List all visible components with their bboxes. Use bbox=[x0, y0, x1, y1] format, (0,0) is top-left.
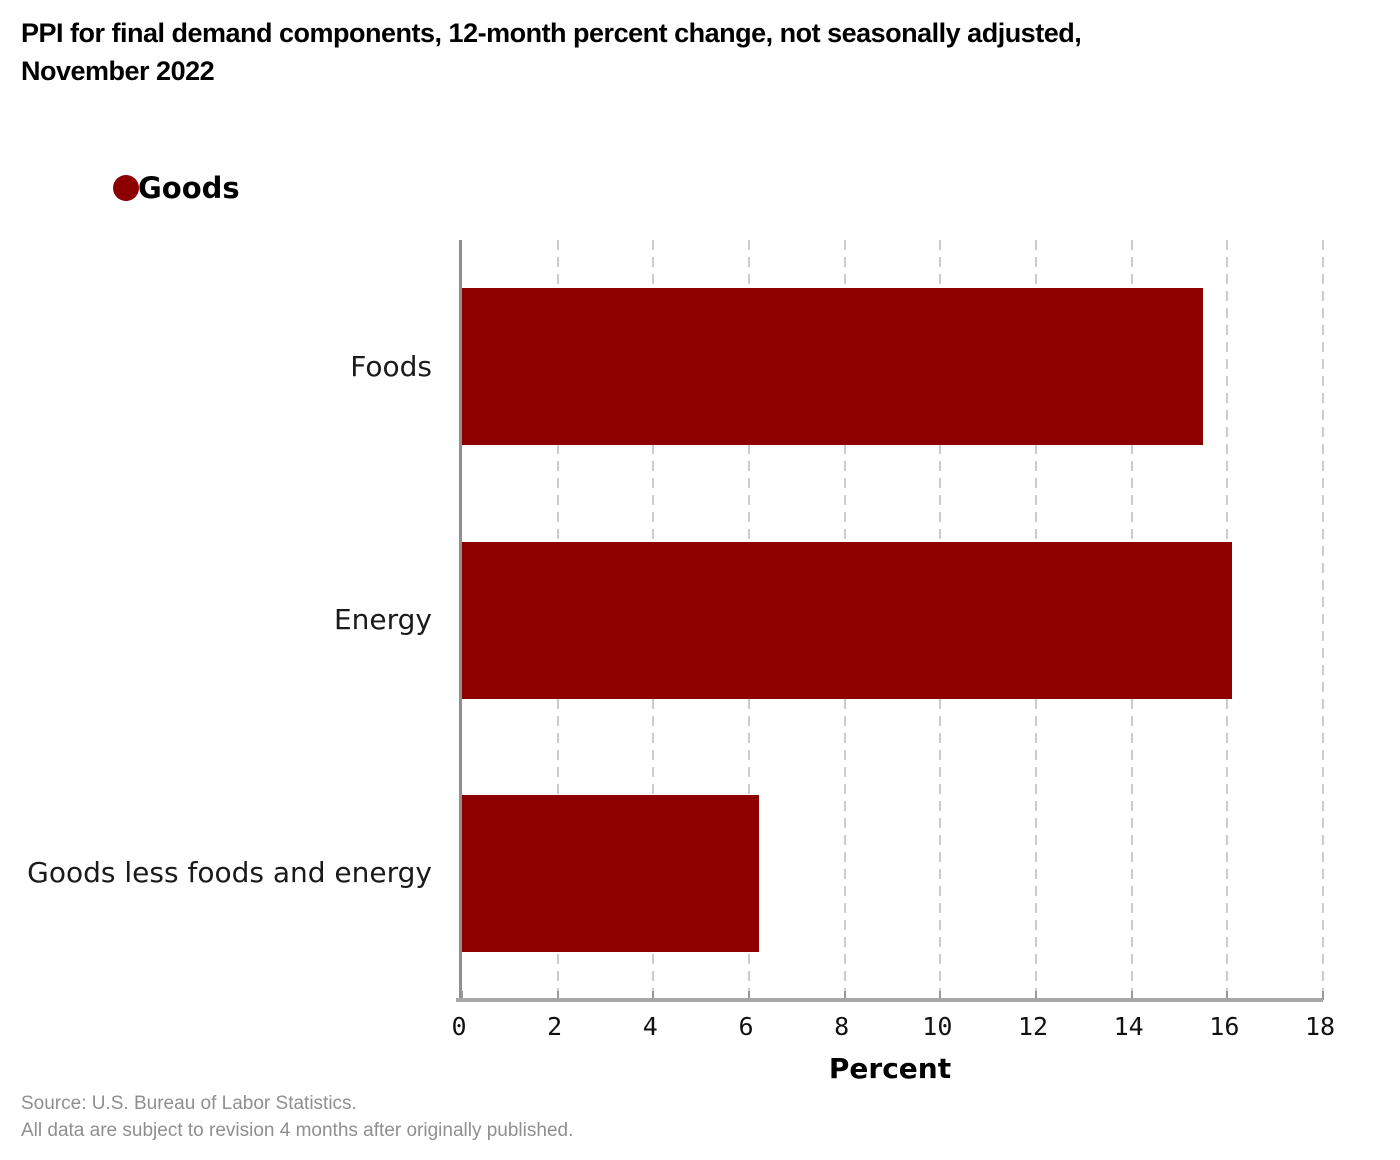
x-tick-label-0: 0 bbox=[451, 1012, 467, 1041]
x-tick-label-2: 2 bbox=[547, 1012, 563, 1041]
revision-note: All data are subject to revision 4 month… bbox=[21, 1120, 574, 1141]
axis-tick-x-8 bbox=[843, 991, 846, 1000]
x-tick-label-10: 10 bbox=[922, 1012, 953, 1041]
axis-tick-x-14 bbox=[1130, 991, 1133, 1000]
axis-tick-x-0 bbox=[461, 991, 463, 1000]
x-axis-title: Percent bbox=[828, 1052, 952, 1085]
x-tick-label-4: 4 bbox=[642, 1012, 658, 1041]
footnote: Source: U.S. Bureau of Labor Statistics.… bbox=[21, 1090, 573, 1144]
category-label-goods-less-foods-and-energy: Goods less foods and energy bbox=[27, 856, 432, 890]
category-label-energy: Energy bbox=[333, 603, 432, 636]
axis-tick-x-18 bbox=[1322, 991, 1324, 1000]
plot-area bbox=[459, 240, 1324, 1000]
axis-tick-x-10 bbox=[939, 991, 942, 1000]
x-tick-label-8: 8 bbox=[834, 1012, 850, 1041]
x-tick-label-6: 6 bbox=[738, 1012, 754, 1041]
x-tick-label-12: 12 bbox=[1017, 1012, 1049, 1041]
chart-title: PPI for final demand components, 12-mont… bbox=[21, 18, 1082, 86]
source-note: Source: U.S. Bureau of Labor Statistics. bbox=[21, 1093, 357, 1114]
category-label-foods: Foods bbox=[350, 349, 432, 383]
x-tick-label-14: 14 bbox=[1113, 1012, 1144, 1041]
bar-energy[interactable] bbox=[462, 541, 1233, 699]
axis-tick-x-6 bbox=[747, 991, 750, 1000]
legend-label: Goods bbox=[138, 171, 240, 205]
axis-tick-x-2 bbox=[556, 991, 559, 1000]
axis-tick-x-12 bbox=[1034, 991, 1037, 1000]
bar-foods[interactable] bbox=[462, 288, 1204, 446]
x-tick-label-16: 16 bbox=[1209, 1012, 1240, 1041]
bar-goods-less-foods-and-energy[interactable] bbox=[462, 794, 759, 952]
x-axis-line bbox=[456, 998, 1323, 1002]
legend-item-goods[interactable]: Goods bbox=[113, 171, 240, 205]
axis-tick-x-16 bbox=[1226, 991, 1229, 1000]
axis-tick-x-4 bbox=[652, 991, 655, 1000]
x-tick-label-18: 18 bbox=[1304, 1012, 1336, 1041]
legend-marker-icon bbox=[113, 175, 139, 201]
gridline-x-18 bbox=[1322, 240, 1324, 1000]
